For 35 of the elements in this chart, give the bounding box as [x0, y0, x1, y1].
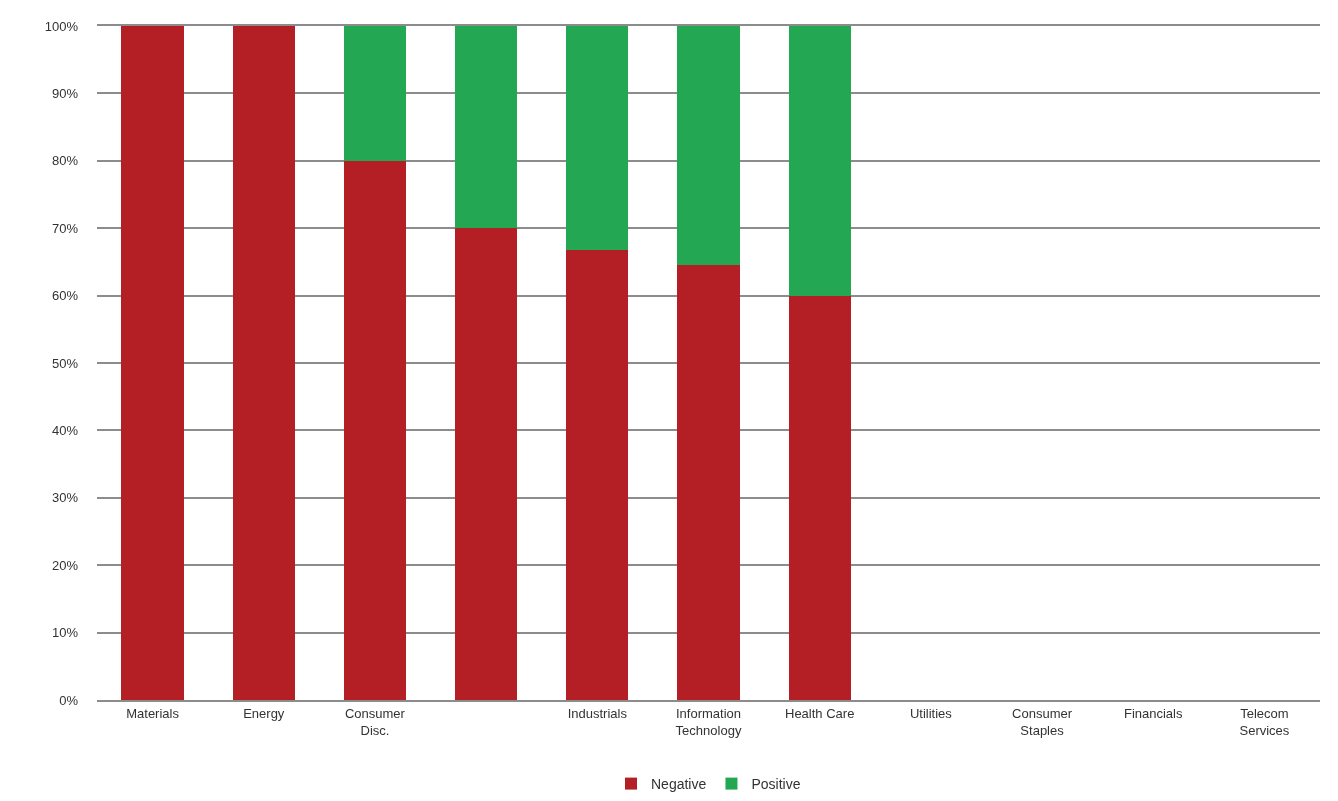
- y-tick-label: 0%: [59, 692, 79, 708]
- bar: [566, 250, 629, 700]
- x-tick-label: Materials: [126, 705, 180, 721]
- y-tick-label: 20%: [51, 557, 79, 573]
- bar: [566, 26, 629, 251]
- y-tick-label: 50%: [51, 355, 79, 371]
- bar: [677, 265, 740, 700]
- x-tick-label: Consumer Staples: [1012, 705, 1073, 738]
- legend-label: Negative: [651, 776, 707, 793]
- x-tick-label: Consumer Disc.: [344, 705, 406, 738]
- y-tick-label: 10%: [51, 625, 79, 641]
- bar: [343, 26, 407, 161]
- bar: [343, 160, 407, 700]
- y-tick-label: 40%: [51, 422, 79, 438]
- bar: [788, 26, 851, 296]
- legend-label: Positive: [751, 776, 801, 793]
- x-tick-label: Industrials: [567, 705, 628, 721]
- x-tick-label: Health Care: [784, 705, 855, 721]
- y-tick-label: 90%: [51, 85, 79, 101]
- x-tick-label: Energy: [243, 705, 285, 721]
- y-tick-label: 80%: [51, 153, 79, 169]
- bar: [677, 26, 740, 266]
- x-tick-label: Financials: [1123, 705, 1183, 721]
- bar: [788, 295, 851, 700]
- x-tick-label: Utilities: [909, 705, 953, 721]
- x-tick-label: Telecom Services: [1239, 705, 1290, 738]
- bar: [455, 228, 518, 700]
- bar: [121, 26, 184, 700]
- y-tick-label: 100%: [44, 18, 79, 34]
- y-tick-label: 70%: [51, 220, 79, 236]
- bar: [232, 26, 295, 700]
- x-tick-label: Information Technology: [675, 705, 742, 738]
- bar: [455, 26, 518, 229]
- y-tick-label: 30%: [51, 490, 79, 506]
- y-tick-label: 60%: [51, 288, 79, 304]
